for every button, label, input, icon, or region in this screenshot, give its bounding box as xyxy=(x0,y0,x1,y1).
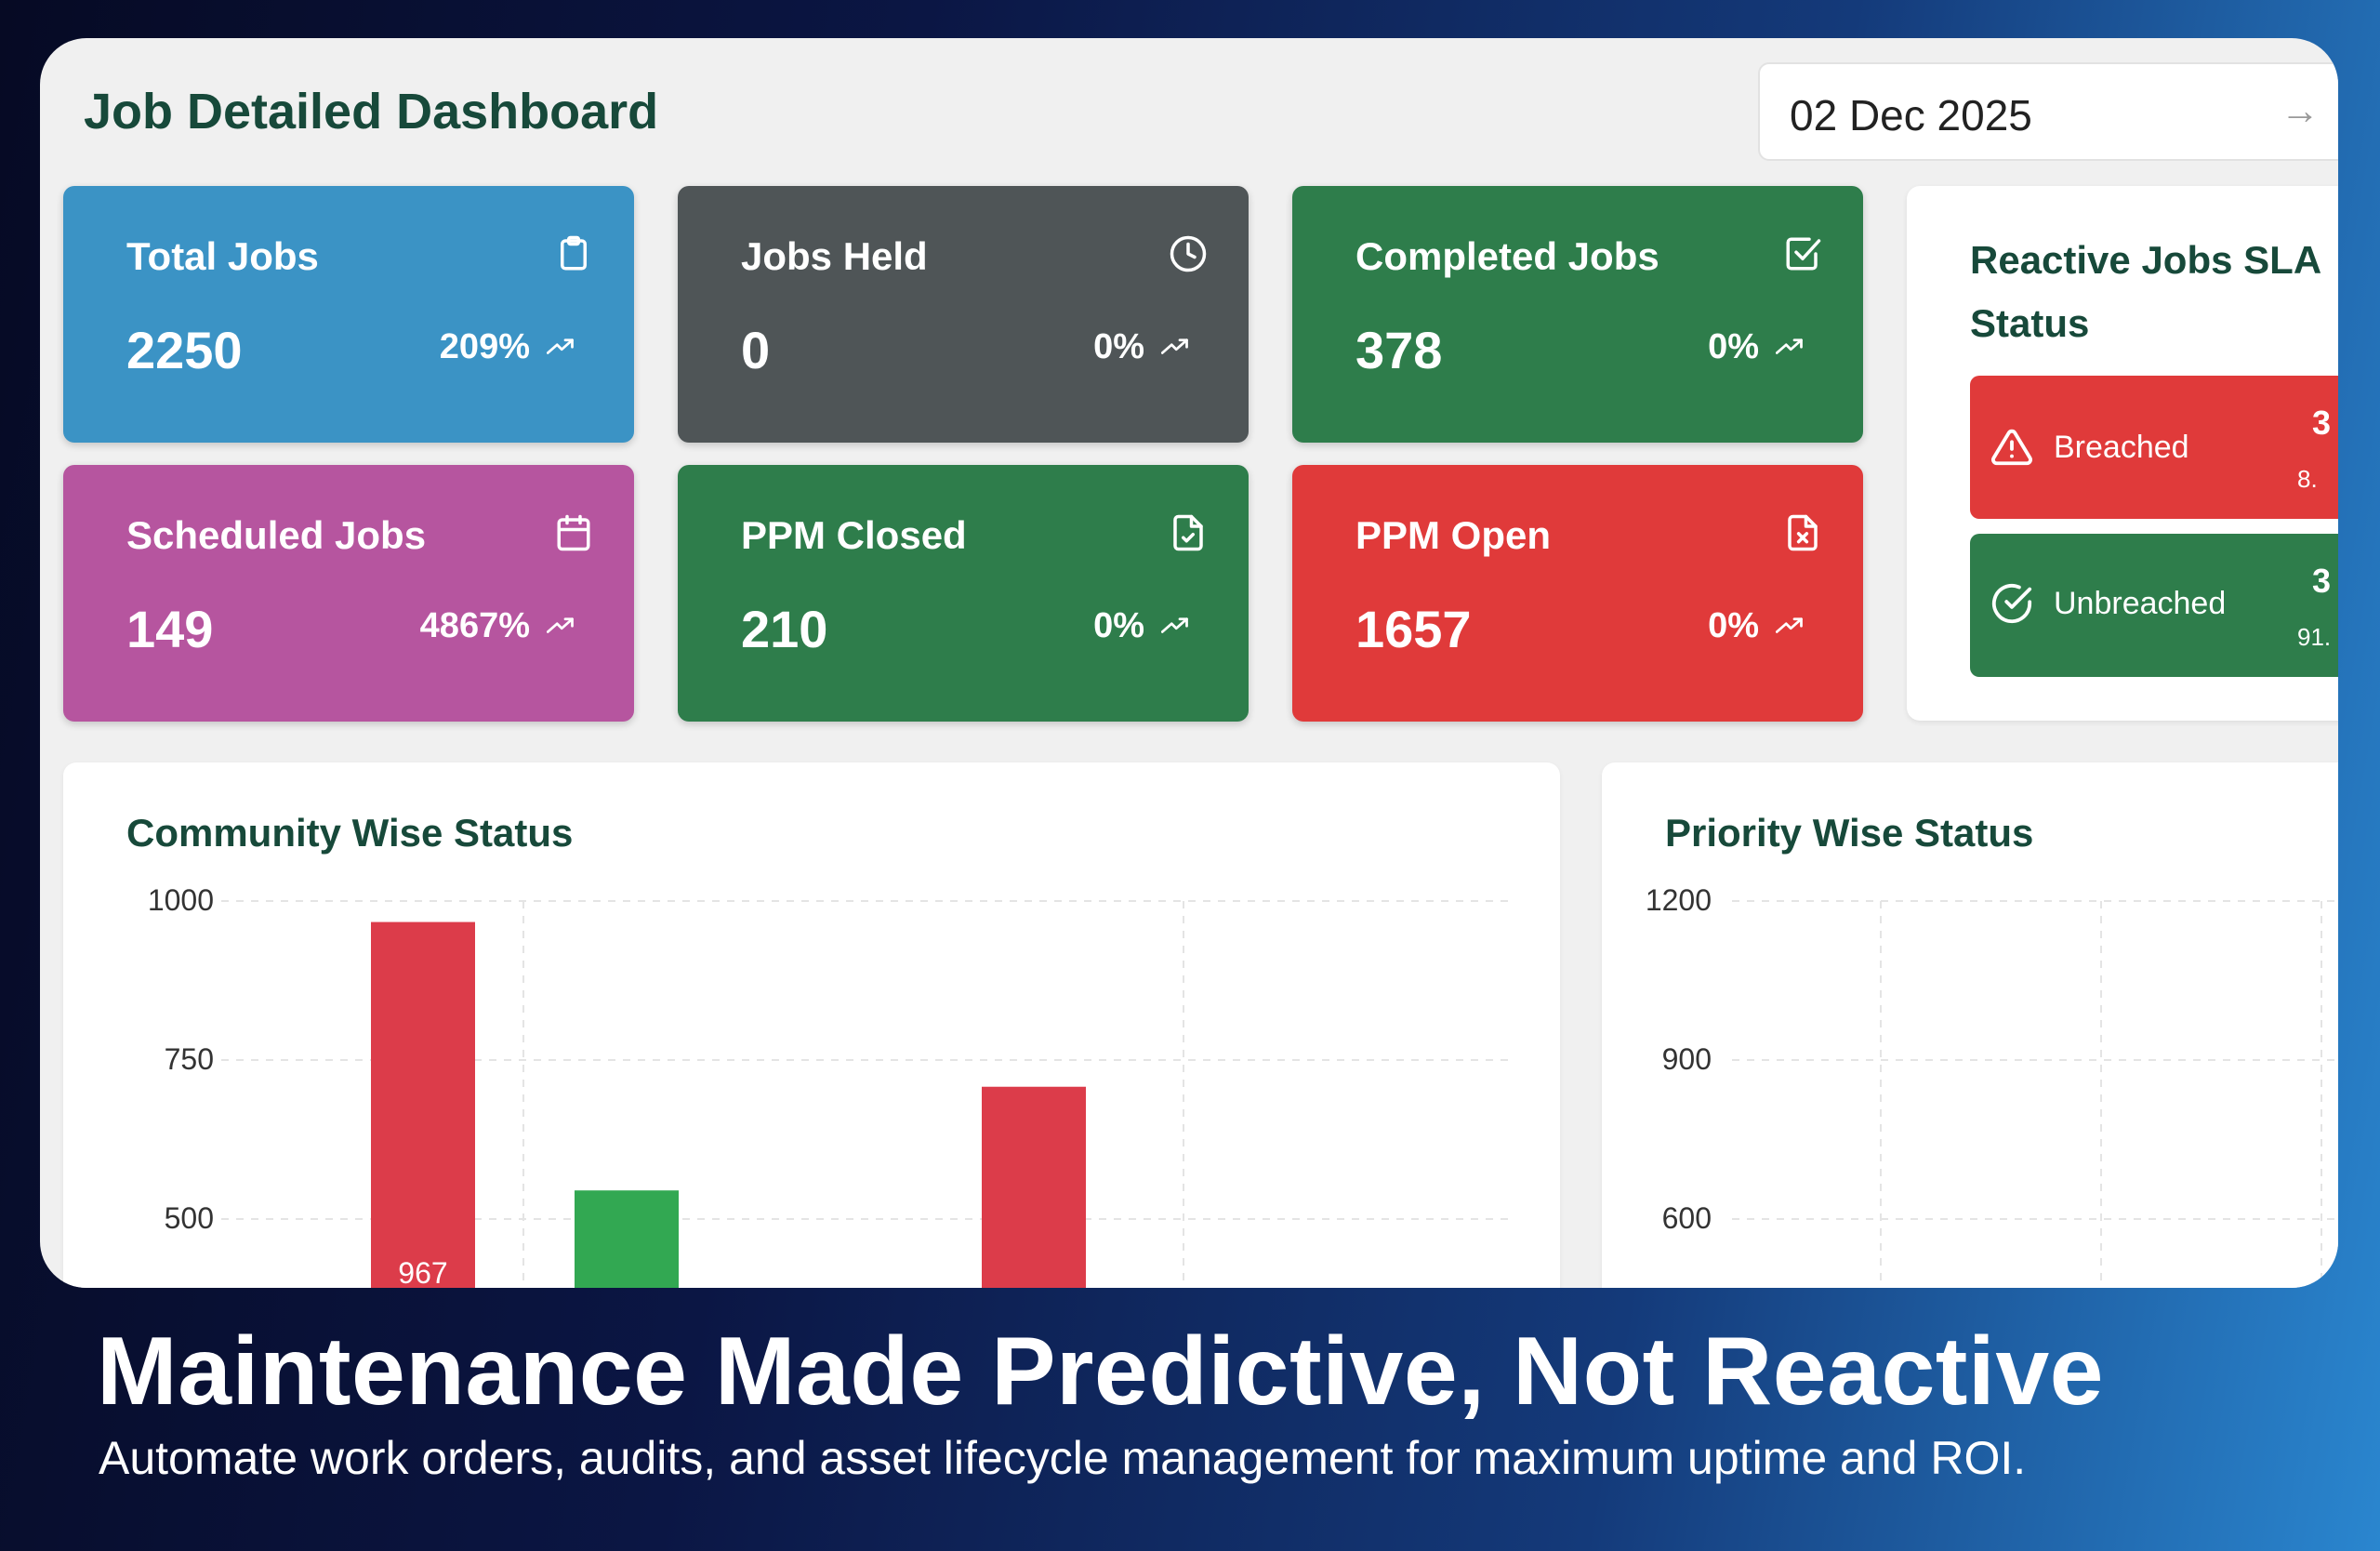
sla-row-unbreached[interactable]: Unbreached 3 91. xyxy=(1970,534,2338,677)
kpi-label: Total Jobs xyxy=(126,234,319,278)
sla-title: Reactive Jobs SLA Status xyxy=(1970,229,2338,355)
trend-up-icon xyxy=(1161,338,1188,354)
y-tick-label: 600 xyxy=(1662,1201,1712,1235)
y-tick-label: 900 xyxy=(1662,1042,1712,1076)
kpi-label: Completed Jobs xyxy=(1355,234,1659,278)
arrow-right-icon: → xyxy=(2281,88,2320,132)
priority-status-panel: Priority Wise Status 1200 900 600 xyxy=(1602,762,2338,1288)
panel-title: Priority Wise Status xyxy=(1665,811,2034,855)
check-square-icon xyxy=(1786,237,1821,271)
sla-status-card: Reactive Jobs SLA Status Breached 3 8. U… xyxy=(1907,186,2338,721)
page-title: Job Detailed Dashboard xyxy=(84,84,659,139)
banner-subline: Automate work orders, audits, and asset … xyxy=(99,1432,2027,1484)
kpi-change: 0% xyxy=(1708,327,1759,366)
y-tick-label: 500 xyxy=(165,1201,214,1235)
warning-triangle-icon xyxy=(1991,429,2032,466)
kpi-card-ppm-open[interactable]: PPM Open 1657 0% xyxy=(1292,465,1863,722)
kpi-change: 0% xyxy=(1708,606,1759,645)
sla-count: 3 xyxy=(2312,562,2332,600)
kpi-value: 149 xyxy=(126,600,214,658)
kpi-change: 0% xyxy=(1093,606,1144,645)
sla-row-breached[interactable]: Breached 3 8. xyxy=(1970,376,2338,519)
kpi-label: PPM Open xyxy=(1355,513,1552,557)
file-x-icon xyxy=(1788,514,1818,551)
bar xyxy=(575,1190,679,1288)
kpi-card-ppm-closed[interactable]: PPM Closed 210 0% xyxy=(678,465,1249,722)
bar xyxy=(982,1086,1086,1288)
kpi-value: 1657 xyxy=(1355,600,1472,658)
dashboard-frame: Job Detailed Dashboard 02 Dec 2025 → 26 … xyxy=(40,38,2338,1288)
kpi-change: 0% xyxy=(1093,327,1144,366)
sla-label: Breached xyxy=(2054,430,2189,465)
panel-title: Community Wise Status xyxy=(126,811,574,855)
kpi-card-jobs-held[interactable]: Jobs Held 0 0% xyxy=(678,186,1249,443)
date-range-picker[interactable]: 02 Dec 2025 → 26 xyxy=(1758,62,2338,161)
kpi-value: 210 xyxy=(741,600,828,658)
kpi-value: 378 xyxy=(1355,321,1443,379)
kpi-label: PPM Closed xyxy=(741,513,967,557)
check-circle-icon xyxy=(1991,583,2032,624)
trend-up-icon xyxy=(547,338,574,354)
kpi-value: 0 xyxy=(741,321,771,379)
kpi-label: Scheduled Jobs xyxy=(126,513,427,557)
community-status-panel: Community Wise Status 1000 750 500 967 xyxy=(63,762,1560,1288)
sla-count: 3 xyxy=(2312,404,2332,442)
trend-up-icon xyxy=(1776,617,1803,633)
priority-status-chart: 1200 900 600 xyxy=(1646,883,2338,1285)
clock-icon xyxy=(1170,235,1207,272)
calendar-icon xyxy=(557,514,590,551)
trend-up-icon xyxy=(1776,338,1803,354)
sla-label: Unbreached xyxy=(2054,586,2227,621)
sla-percent: 91. xyxy=(2297,623,2332,651)
file-check-icon xyxy=(1173,514,1203,551)
bar xyxy=(371,921,475,1288)
kpi-card-completed-jobs[interactable]: Completed Jobs 378 0% xyxy=(1292,186,1863,443)
banner-headline: Maintenance Made Predictive, Not Reactiv… xyxy=(97,1318,2104,1425)
kpi-change: 4867% xyxy=(419,606,530,645)
date-range-start[interactable]: 02 Dec 2025 xyxy=(1790,91,2032,139)
trend-up-icon xyxy=(1161,617,1188,633)
kpi-card-total-jobs[interactable]: Total Jobs 2250 209% xyxy=(63,186,634,443)
kpi-label: Jobs Held xyxy=(741,234,928,278)
y-tick-label: 750 xyxy=(165,1042,214,1076)
bar-data-label: 967 xyxy=(398,1256,447,1288)
kpi-value: 2250 xyxy=(126,321,243,379)
sla-percent: 8. xyxy=(2297,465,2318,493)
y-tick-label: 1200 xyxy=(1646,883,1712,917)
kpi-change: 209% xyxy=(439,327,530,366)
trend-up-icon xyxy=(547,617,574,633)
clipboard-icon xyxy=(561,235,587,271)
kpi-card-scheduled-jobs[interactable]: Scheduled Jobs 149 4867% xyxy=(63,465,634,722)
y-tick-label: 1000 xyxy=(148,883,214,917)
sla-title-line2: Status xyxy=(1970,301,2090,345)
community-status-chart: 1000 750 500 967 xyxy=(148,883,1514,1288)
sla-title-line1: Reactive Jobs SLA xyxy=(1970,238,2322,282)
